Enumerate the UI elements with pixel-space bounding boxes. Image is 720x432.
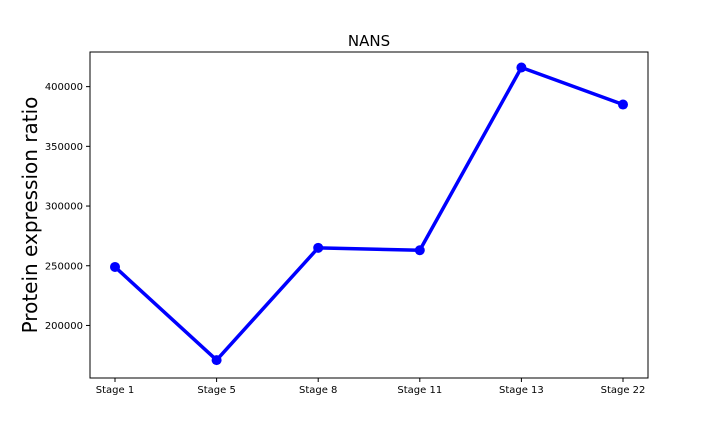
chart-title: NANS	[348, 32, 390, 50]
x-axis: Stage 1 Stage 5 Stage 8 Stage 11 Stage 13 Sta…	[96, 378, 646, 396]
y-axis: 200000 250000 300000 350000 400000	[45, 82, 90, 332]
series-layer	[110, 62, 628, 366]
data-point	[211, 355, 222, 366]
x-tick-label: Stage 11	[397, 385, 442, 396]
y-tick-label: 250000	[45, 261, 83, 272]
x-tick-label: Stage 22	[601, 385, 646, 396]
data-point	[313, 242, 324, 253]
y-tick-label: 300000	[45, 202, 83, 213]
data-point	[516, 62, 527, 73]
plot-frame	[89, 51, 649, 379]
data-point	[618, 99, 628, 110]
x-tick-label: Stage 1	[96, 385, 134, 396]
series-line	[113, 65, 624, 362]
y-tick-label: 400000	[45, 82, 83, 93]
y-axis-label: Protein expression ratio	[18, 97, 42, 334]
x-tick-label: Stage 5	[197, 385, 235, 396]
y-tick-label: 350000	[45, 142, 83, 153]
data-point	[110, 261, 120, 272]
y-tick-label: 200000	[45, 321, 83, 332]
x-tick-label: Stage 8	[299, 385, 337, 396]
data-point	[414, 245, 425, 256]
x-tick-label: Stage 13	[499, 385, 544, 396]
